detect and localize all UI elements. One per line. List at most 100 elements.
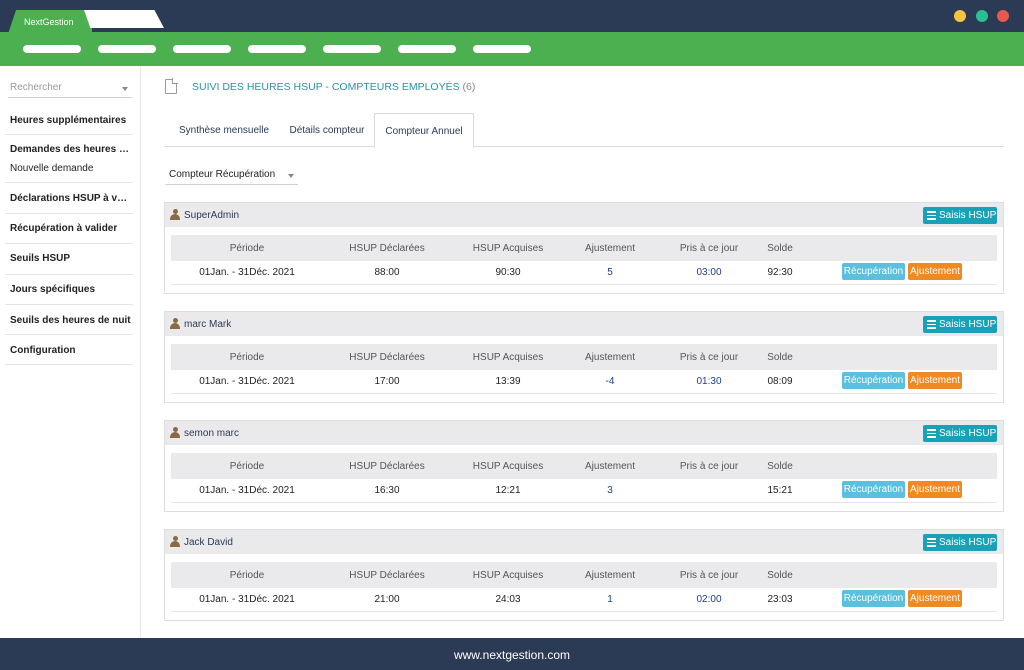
browser-tab-title: NextGestion bbox=[24, 17, 74, 27]
tab-synthese-mensuelle[interactable]: Synthèse mensuelle bbox=[178, 125, 270, 136]
saisis-hsup-label: Saisis HSUP bbox=[939, 210, 997, 221]
search-input[interactable]: Rechercher bbox=[8, 80, 132, 98]
sidebar-item-seuils-hsup[interactable]: Seuils HSUP bbox=[5, 244, 133, 275]
user-icon bbox=[170, 318, 180, 329]
cell-acquired: 24:03 bbox=[495, 594, 521, 605]
close-dot-icon[interactable] bbox=[997, 10, 1009, 22]
table-row: 01Jan. - 31Déc. 2021 17:00 13:39 -4 01:30 08:… bbox=[171, 370, 997, 394]
sidebar-item-configuration[interactable]: Configuration bbox=[5, 335, 133, 365]
sidebar-item-label: Récupération à valider bbox=[10, 223, 118, 234]
nav-item-6[interactable] bbox=[398, 45, 456, 53]
nav-item-5[interactable] bbox=[323, 45, 381, 53]
employee-card: SuperAdmin Saisis HSUP Période HSUP Déclaré… bbox=[164, 202, 1004, 294]
chevron-down-icon bbox=[122, 87, 128, 91]
main-nav-bar bbox=[0, 32, 1024, 66]
tab-compteur-annuel[interactable]: Compteur Annuel bbox=[374, 113, 474, 148]
employee-name: SuperAdmin bbox=[184, 210, 240, 221]
employee-card-header: marc Mark Saisis HSUP bbox=[165, 312, 1003, 336]
sidebar-item-seuils-nuit[interactable]: Seuils des heures de nuit bbox=[5, 305, 133, 335]
column-header: HSUP Déclarées bbox=[349, 461, 425, 472]
sidebar-subitem-nouvelle-demande[interactable]: Nouvelle demande bbox=[10, 163, 94, 174]
cell-balance: 15:21 bbox=[767, 485, 793, 496]
recuperation-button[interactable]: Récupération bbox=[842, 481, 905, 498]
employee-card-header: semon marc Saisis HSUP bbox=[165, 421, 1003, 445]
saisis-hsup-button[interactable]: Saisis HSUP bbox=[923, 316, 997, 333]
list-icon bbox=[927, 211, 936, 220]
cell-adjustment: 3 bbox=[607, 485, 613, 496]
table-row: 01Jan. - 31Déc. 2021 16:30 12:21 3 15:21 Récu… bbox=[171, 479, 997, 503]
column-header: Pris à ce jour bbox=[679, 570, 739, 581]
column-header: Période bbox=[229, 461, 265, 472]
column-header: Ajustement bbox=[584, 570, 636, 581]
ajustement-button[interactable]: Ajustement bbox=[908, 481, 962, 498]
employee-name: marc Mark bbox=[184, 319, 232, 330]
browser-tab-active[interactable]: NextGestion bbox=[8, 10, 92, 34]
table-row: 01Jan. - 31Déc. 2021 21:00 24:03 1 02:00 23:0… bbox=[171, 588, 997, 612]
employee-card: marc Mark Saisis HSUP Période HSUP Déclarée… bbox=[164, 311, 1004, 403]
page-title: SUIVI DES HEURES HSUP - COMPTEURS EMPLOY… bbox=[192, 81, 475, 93]
cell-period: 01Jan. - 31Déc. 2021 bbox=[199, 485, 295, 496]
user-icon bbox=[170, 209, 180, 220]
table-row: 01Jan. - 31Déc. 2021 88:00 90:30 5 03:00 92:3… bbox=[171, 261, 997, 285]
cell-taken: 01:30 bbox=[696, 376, 722, 387]
ajustement-button[interactable]: Ajustement bbox=[908, 590, 962, 607]
footer-website[interactable]: www.nextgestion.com bbox=[453, 648, 571, 662]
cell-declared: 17:00 bbox=[374, 376, 400, 387]
page-title-count: (6) bbox=[462, 81, 476, 93]
saisis-hsup-button[interactable]: Saisis HSUP bbox=[923, 207, 997, 224]
ajustement-button[interactable]: Ajustement bbox=[908, 372, 962, 389]
table-header: Période HSUP Déclarées HSUP Acquises Ajuste… bbox=[171, 453, 997, 479]
cell-balance: 92:30 bbox=[767, 267, 793, 278]
cell-declared: 21:00 bbox=[374, 594, 400, 605]
nav-item-2[interactable] bbox=[98, 45, 156, 53]
cell-declared: 16:30 bbox=[374, 485, 400, 496]
sidebar-item-jours-specifiques[interactable]: Jours spécifiques bbox=[5, 275, 133, 305]
nav-item-3[interactable] bbox=[173, 45, 231, 53]
maximize-dot-icon[interactable] bbox=[976, 10, 988, 22]
column-header: Ajustement bbox=[584, 352, 636, 363]
saisis-hsup-label: Saisis HSUP bbox=[939, 428, 997, 439]
sidebar-item-label: Configuration bbox=[10, 345, 76, 356]
cell-declared: 88:00 bbox=[374, 267, 400, 278]
table-header: Période HSUP Déclarées HSUP Acquises Ajuste… bbox=[171, 562, 997, 588]
search-placeholder: Rechercher bbox=[10, 82, 62, 93]
saisis-hsup-button[interactable]: Saisis HSUP bbox=[923, 534, 997, 551]
saisis-hsup-button[interactable]: Saisis HSUP bbox=[923, 425, 997, 442]
ajustement-button[interactable]: Ajustement bbox=[908, 263, 962, 280]
column-header: Ajustement bbox=[584, 243, 636, 254]
sidebar-item-label: Demandes des heures s... bbox=[10, 144, 132, 155]
counter-type-value: Compteur Récupération bbox=[169, 169, 276, 180]
employee-name: semon marc bbox=[184, 428, 240, 439]
column-header: Période bbox=[229, 243, 265, 254]
column-header: Solde bbox=[767, 352, 793, 363]
nav-item-1[interactable] bbox=[23, 45, 81, 53]
cell-adjustment: 5 bbox=[607, 267, 613, 278]
minimize-dot-icon[interactable] bbox=[954, 10, 966, 22]
cell-acquired: 90:30 bbox=[495, 267, 521, 278]
cell-taken: 03:00 bbox=[696, 267, 722, 278]
cell-period: 01Jan. - 31Déc. 2021 bbox=[199, 267, 295, 278]
column-header: Solde bbox=[767, 570, 793, 581]
nav-item-4[interactable] bbox=[248, 45, 306, 53]
sidebar-item-declarations[interactable]: Déclarations HSUP à val... bbox=[5, 183, 133, 214]
browser-tab-inactive[interactable] bbox=[84, 10, 164, 28]
list-icon bbox=[927, 429, 936, 438]
cell-acquired: 13:39 bbox=[495, 376, 521, 387]
recuperation-button[interactable]: Récupération bbox=[842, 263, 905, 280]
sidebar-item-heures-supplementaires[interactable]: Heures supplémentaires bbox=[5, 102, 133, 135]
nav-item-7[interactable] bbox=[473, 45, 531, 53]
cell-period: 01Jan. - 31Déc. 2021 bbox=[199, 376, 295, 387]
column-header: HSUP Acquises bbox=[472, 352, 544, 363]
column-header: Solde bbox=[767, 243, 793, 254]
sidebar-item-recuperation[interactable]: Récupération à valider bbox=[5, 214, 133, 244]
recuperation-button[interactable]: Récupération bbox=[842, 372, 905, 389]
table-header: Période HSUP Déclarées HSUP Acquises Ajuste… bbox=[171, 235, 997, 261]
counter-type-select[interactable]: Compteur Récupération bbox=[165, 165, 298, 185]
sidebar-item-demandes[interactable]: Demandes des heures s... Nouvelle demand… bbox=[5, 135, 133, 183]
column-header: HSUP Déclarées bbox=[349, 243, 425, 254]
chevron-down-icon bbox=[288, 174, 294, 178]
recuperation-button[interactable]: Récupération bbox=[842, 590, 905, 607]
sidebar-item-label: Seuils HSUP bbox=[10, 253, 71, 264]
tab-details-compteur[interactable]: Détails compteur bbox=[289, 125, 365, 136]
column-header: Pris à ce jour bbox=[679, 352, 739, 363]
